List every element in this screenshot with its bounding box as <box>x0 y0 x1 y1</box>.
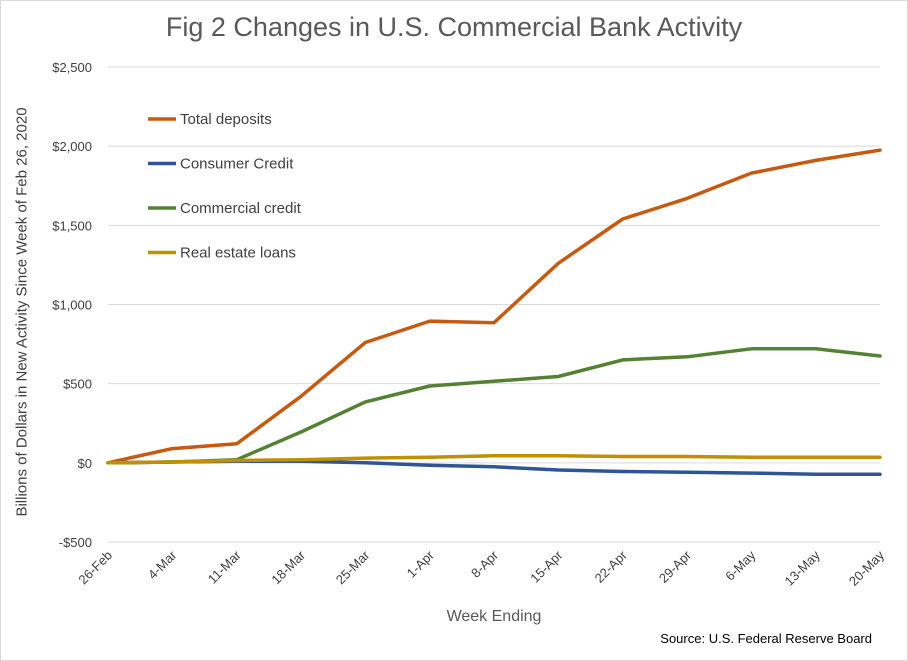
x-tick-label: 4-Mar <box>145 547 180 582</box>
y-axis-ticks: $2,500 $2,000 $1,500 $1,000 $500 $0 -$500 <box>52 60 92 550</box>
x-tick-label: 13-May <box>782 547 824 589</box>
x-tick-label: 25-Mar <box>333 547 373 587</box>
legend-label: Total deposits <box>180 111 272 128</box>
source-note: Source: U.S. Federal Reserve Board <box>660 631 872 646</box>
y-tick-label: $2,000 <box>52 139 92 154</box>
x-axis-ticks: 26-Feb 4-Mar 11-Mar 18-Mar 25-Mar 1-Apr 8-Apr 1… <box>75 547 887 589</box>
y-tick-label: $2,500 <box>52 60 92 75</box>
x-tick-label: 20-May <box>846 547 888 589</box>
x-tick-label: 8-Apr <box>468 547 502 581</box>
y-axis-label: Billions of Dollars in New Activity Sinc… <box>13 107 31 517</box>
legend: Total deposits Consumer Credit Commercial … <box>148 111 302 262</box>
x-tick-label: 11-Mar <box>205 547 245 587</box>
x-tick-label: 6-May <box>722 547 758 583</box>
series-line-total-deposits <box>106 148 882 465</box>
legend-label: Commercial credit <box>180 200 302 217</box>
legend-label: Consumer Credit <box>180 156 294 173</box>
x-tick-label: 29-Apr <box>656 547 695 586</box>
series-line-real-estate-loans <box>106 453 882 465</box>
x-tick-label: 26-Feb <box>75 548 115 588</box>
x-axis-label: Week Ending <box>446 608 542 625</box>
x-tick-label: 15-Apr <box>527 547 566 586</box>
series-lines <box>106 148 882 476</box>
y-tick-label: $0 <box>78 456 92 471</box>
y-tick-label: $1,500 <box>52 218 92 233</box>
y-tick-label: -$500 <box>59 535 92 550</box>
x-tick-label: 18-Mar <box>268 547 308 587</box>
x-tick-label: 1-Apr <box>404 547 438 581</box>
legend-label: Real estate loans <box>180 245 296 262</box>
gridlines <box>108 66 880 543</box>
x-tick-label: 22-Apr <box>592 547 631 586</box>
y-tick-label: $1,000 <box>52 298 92 313</box>
y-tick-label: $500 <box>63 377 92 392</box>
chart-title: Fig 2 Changes in U.S. Commercial Bank Ac… <box>165 12 743 42</box>
